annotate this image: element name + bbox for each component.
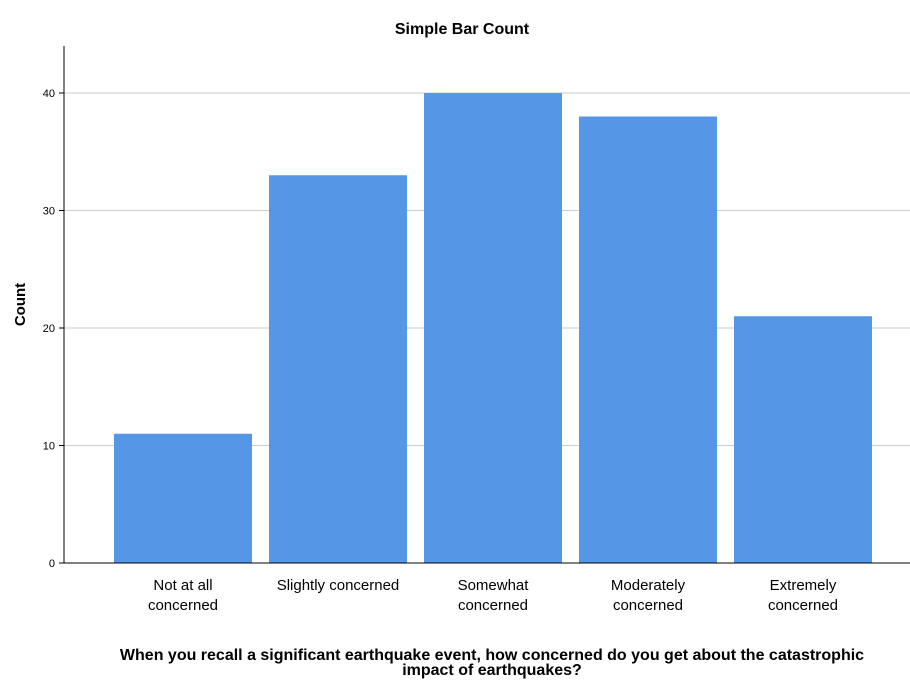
y-tick-label: 40 xyxy=(43,88,55,100)
bars xyxy=(114,93,872,563)
x-axis-label: When you recall a significant earthquake… xyxy=(120,647,864,679)
x-tick-label: Slightly concerned xyxy=(277,577,400,594)
x-tick-label: Moderately concerned xyxy=(611,577,686,614)
bar xyxy=(269,175,407,563)
y-tick-labels: 0 10 20 30 40 xyxy=(43,88,64,570)
chart-title: Simple Bar Count xyxy=(395,21,530,38)
bar xyxy=(579,116,717,563)
y-tick-label: 10 xyxy=(43,441,55,453)
x-tick-label: Extremely concerned xyxy=(768,577,838,614)
x-tick-label: Somewhat concerned xyxy=(458,577,530,614)
y-tick-label: 0 xyxy=(49,558,55,570)
bar xyxy=(424,93,562,563)
bar xyxy=(114,433,252,563)
x-tick-label: Not at all concerned xyxy=(148,577,218,614)
x-tick-labels: Not at all concerned Slightly concerned Som… xyxy=(148,577,838,614)
y-tick-label: 30 xyxy=(43,206,55,218)
y-axis-label: Count xyxy=(12,283,29,326)
bar xyxy=(734,316,872,563)
y-tick-label: 20 xyxy=(43,323,55,335)
